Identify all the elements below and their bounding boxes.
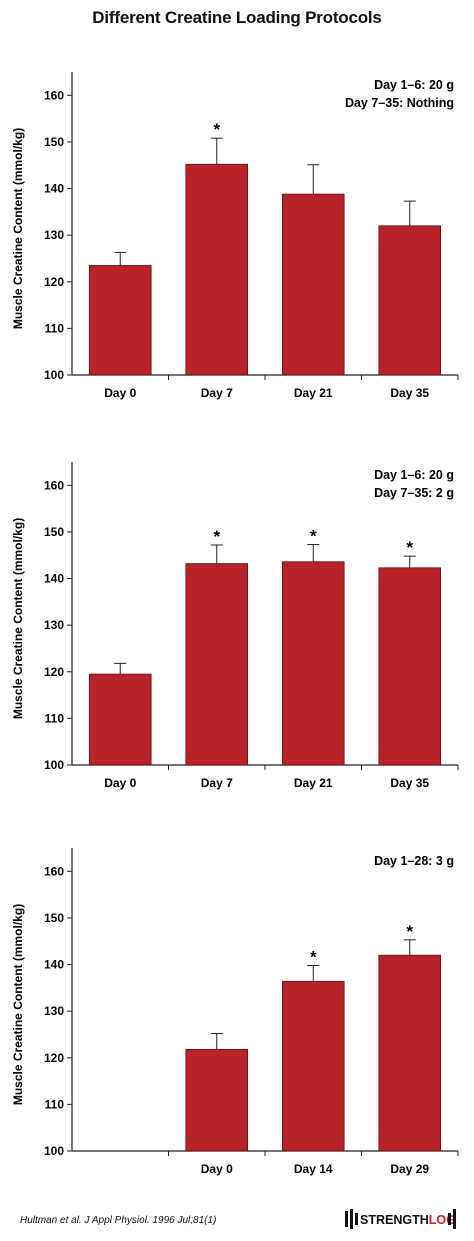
x-tick-label: Day 21 bbox=[294, 386, 333, 400]
x-tick-label: Day 0 bbox=[201, 1162, 233, 1176]
x-tick-label: Day 29 bbox=[390, 1162, 429, 1176]
y-tick-label: 130 bbox=[44, 618, 64, 632]
y-tick-label: 130 bbox=[44, 1004, 64, 1018]
y-axis-label: Muscle Creatine Content (mmol/kg) bbox=[11, 128, 25, 329]
y-tick-label: 150 bbox=[44, 135, 64, 149]
logo-text-strength: STRENGTH bbox=[360, 1213, 429, 1227]
significance-marker: * bbox=[213, 527, 220, 546]
y-tick-label: 140 bbox=[44, 572, 64, 586]
significance-marker: * bbox=[310, 947, 317, 966]
x-tick-label: Day 0 bbox=[104, 386, 136, 400]
bar bbox=[281, 561, 345, 766]
y-tick-label: 100 bbox=[44, 1144, 64, 1158]
y-tick-label: 100 bbox=[44, 758, 64, 772]
x-tick-label: Day 35 bbox=[390, 386, 429, 400]
x-tick-label: Day 35 bbox=[390, 776, 429, 790]
citation: Hultman et al. J Appl Physiol. 1996 Jul;… bbox=[20, 1215, 217, 1226]
y-tick-label: 110 bbox=[45, 1097, 65, 1111]
y-tick-label: 120 bbox=[44, 665, 64, 679]
y-tick-label: 160 bbox=[44, 864, 64, 878]
significance-marker: * bbox=[406, 922, 413, 941]
barbell-icon bbox=[345, 1209, 358, 1229]
bar bbox=[281, 980, 345, 1152]
y-tick-label: 130 bbox=[44, 228, 64, 242]
bar bbox=[185, 1048, 249, 1152]
y-tick-label: 150 bbox=[44, 911, 64, 925]
logo-text-log: LOG bbox=[429, 1213, 456, 1227]
significance-marker: * bbox=[310, 527, 317, 546]
bar bbox=[378, 954, 442, 1152]
strengthlog-logo: STRENGTHLOG bbox=[345, 1209, 456, 1229]
significance-marker: * bbox=[406, 538, 413, 557]
y-tick-label: 110 bbox=[45, 711, 65, 725]
bar bbox=[88, 673, 152, 766]
bar bbox=[185, 163, 249, 376]
y-tick-label: 110 bbox=[45, 321, 65, 335]
chart-title: Different Creatine Loading Protocols bbox=[92, 8, 382, 27]
protocol-annotation: Day 1–6: 20 g bbox=[374, 468, 454, 482]
bar bbox=[185, 563, 249, 766]
bar bbox=[88, 265, 152, 376]
x-tick-label: Day 21 bbox=[294, 776, 333, 790]
chart-panel-1: 100 110 120 130 140 150 160 Muscle Creatine Con… bbox=[11, 72, 459, 400]
protocol-annotation: Day 1–28: 3 g bbox=[374, 854, 454, 868]
significance-marker: * bbox=[213, 120, 220, 139]
bar bbox=[378, 567, 442, 766]
y-tick-label: 120 bbox=[44, 1051, 64, 1065]
chart-panel-3: 100 110 120 130 140 150 160 Muscle Creatine Con… bbox=[11, 848, 459, 1176]
protocol-annotation: Day 1–6: 20 g bbox=[374, 78, 454, 92]
y-tick-label: 160 bbox=[44, 478, 64, 492]
x-tick-label: Day 0 bbox=[104, 776, 136, 790]
x-tick-label: Day 7 bbox=[201, 776, 233, 790]
y-tick-label: 150 bbox=[44, 525, 64, 539]
x-tick-label: Day 14 bbox=[294, 1162, 333, 1176]
bar bbox=[281, 193, 345, 376]
x-tick-label: Day 7 bbox=[201, 386, 233, 400]
protocol-annotation: Day 7–35: Nothing bbox=[345, 96, 454, 110]
y-tick-label: 160 bbox=[44, 88, 64, 102]
y-tick-label: 140 bbox=[44, 958, 64, 972]
bar bbox=[378, 225, 442, 376]
y-tick-label: 120 bbox=[44, 275, 64, 289]
y-axis-label: Muscle Creatine Content (mmol/kg) bbox=[11, 904, 25, 1105]
svg-text:STRENGTHLOG: STRENGTHLOG bbox=[360, 1213, 456, 1227]
y-axis-label: Muscle Creatine Content (mmol/kg) bbox=[11, 518, 25, 719]
protocol-annotation: Day 7–35: 2 g bbox=[374, 486, 454, 500]
y-tick-label: 100 bbox=[44, 368, 64, 382]
chart-panel-2: 100 110 120 130 140 150 160 Muscle Creatine Con… bbox=[11, 462, 459, 790]
y-tick-label: 140 bbox=[44, 182, 64, 196]
